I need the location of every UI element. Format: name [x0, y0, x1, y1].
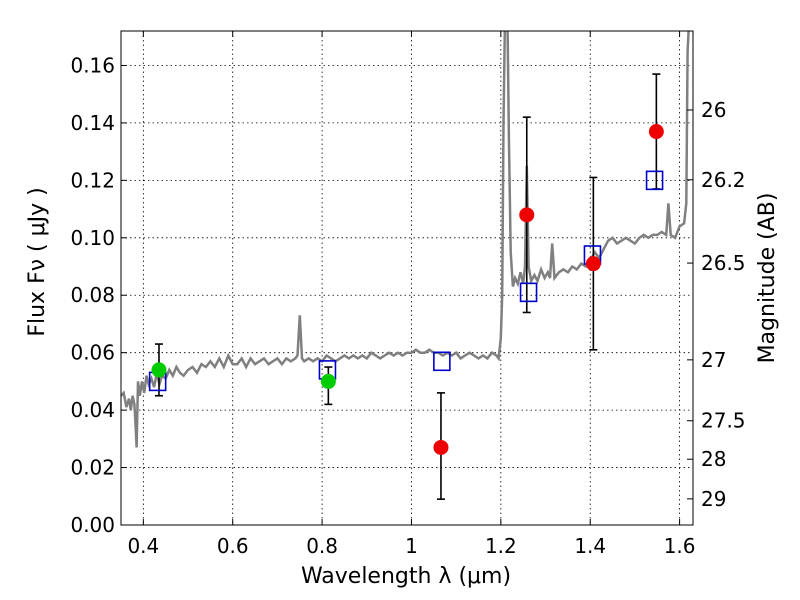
magnitude-tick-label: 27: [701, 348, 726, 372]
x-tick-label: 1.4: [574, 534, 606, 558]
y-tick-label: 0.16: [70, 53, 115, 77]
photometry-point: [585, 256, 601, 272]
grid-lines: [121, 31, 693, 526]
y-tick-label: 0.02: [70, 456, 115, 480]
model-square: [519, 282, 538, 303]
y-tick-label: 0.08: [70, 283, 115, 307]
y-tick-label: 0.10: [70, 226, 115, 250]
x-tick-label: 1: [405, 534, 418, 558]
y-tick-label: 0.00: [70, 513, 115, 537]
magnitude-tick-label: 26: [701, 98, 726, 122]
x-tick-label: 0.8: [306, 534, 338, 558]
magnitude-tick-label: 27.5: [701, 409, 746, 433]
y-axis-ticks: 0.00 0.02 0.04 0.06 0.08 0.10 0.12 0.14 0.16: [70, 53, 127, 537]
magnitude-tick-label: 26.5: [701, 251, 746, 275]
x-tick-label: 1.6: [664, 534, 696, 558]
y-tick-label: 0.14: [70, 111, 115, 135]
x-axis-ticks: 0.4 0.6 0.8 1 1.2 1.4 1.6: [127, 31, 696, 558]
plot-area: [121, 31, 690, 500]
photometry-point: [151, 362, 167, 378]
photometry-point: [648, 124, 664, 140]
y-tick-label: 0.12: [70, 168, 115, 192]
magnitude-tick-label: 29: [701, 487, 726, 511]
photometry-point: [519, 207, 535, 223]
spectrum-line: [121, 31, 690, 448]
photometry-point: [320, 373, 336, 389]
y-tick-label: 0.06: [70, 341, 115, 365]
error-bars: [154, 73, 661, 500]
x-tick-label: 0.6: [217, 534, 249, 558]
magnitude-tick-label: 28: [701, 447, 726, 471]
model-square: [433, 351, 451, 372]
y-axis-label: Flux Fν ( μJy ): [25, 187, 50, 336]
magnitude-tick-label: 26.2: [701, 168, 746, 192]
y-tick-label: 0.04: [70, 398, 115, 422]
x-tick-label: 1.2: [485, 534, 517, 558]
photometry-points: [151, 124, 664, 455]
x-tick-label: 0.4: [127, 534, 159, 558]
magnitude-axis-ticks: 26 26.2 26.5 27 27.5 28 29: [687, 98, 746, 511]
model-square: [645, 170, 664, 191]
plot-frame: [120, 30, 694, 526]
x-axis-label: Wavelength λ (μm): [301, 564, 511, 589]
right-axis-label: Magnitude (AB): [755, 193, 780, 364]
photometry-point: [433, 439, 449, 455]
